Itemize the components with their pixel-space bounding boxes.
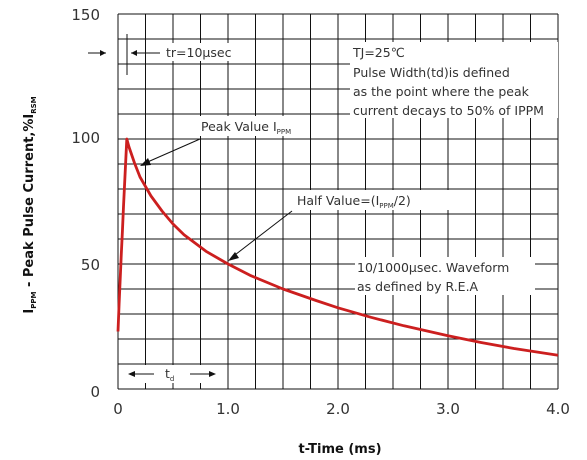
peak-label: Peak Value IPPM — [201, 119, 291, 136]
conditions-line: as the point where the peak — [353, 84, 530, 99]
half-value-label: Half Value=(IPPM/2) — [297, 193, 411, 210]
td-label: td — [165, 366, 174, 383]
y-axis-ticks: 150 100 50 0 — [71, 6, 100, 401]
td-annotation: td — [122, 365, 226, 383]
waveform-line: 10/1000µsec. Waveform — [357, 260, 509, 275]
conditions-line: current decays to 50% of IPPM — [353, 103, 544, 118]
x-tick-label: 3.0 — [436, 400, 460, 418]
waveform-line: as defined by R.E.A — [357, 279, 479, 294]
y-tick-label: 0 — [90, 383, 100, 401]
rise-time-label: tr=10µsec — [166, 45, 232, 60]
conditions-line: Pulse Width(td)is defined — [353, 65, 510, 80]
waveform-note: 10/1000µsec. Waveform as defined by R.E.… — [355, 257, 535, 295]
x-tick-label: 2.0 — [326, 400, 350, 418]
pulse-current-curve — [116, 137, 559, 357]
rise-time-annotation: tr=10µsec — [88, 34, 244, 75]
y-tick-label: 150 — [71, 6, 100, 24]
y-axis-label: IPPM - Peak Pulse Current,%IRSM — [22, 96, 38, 313]
y-tick-label: 100 — [71, 129, 100, 147]
x-tick-label: 1.0 — [216, 400, 240, 418]
x-axis-label: t-Time (ms) — [298, 442, 381, 457]
x-tick-label: 4.0 — [546, 400, 570, 418]
conditions-line: TJ=25℃ — [352, 45, 405, 60]
x-tick-label: 0 — [113, 400, 123, 418]
x-axis-ticks: 0 1.0 2.0 3.0 4.0 — [113, 400, 570, 418]
y-tick-label: 50 — [81, 256, 100, 274]
half-value-annotation: Half Value=(IPPM/2) — [228, 190, 456, 261]
peak-annotation: Peak Value IPPM — [140, 116, 309, 166]
conditions-note: TJ=25℃ Pulse Width(td)is defined as the … — [350, 42, 558, 118]
